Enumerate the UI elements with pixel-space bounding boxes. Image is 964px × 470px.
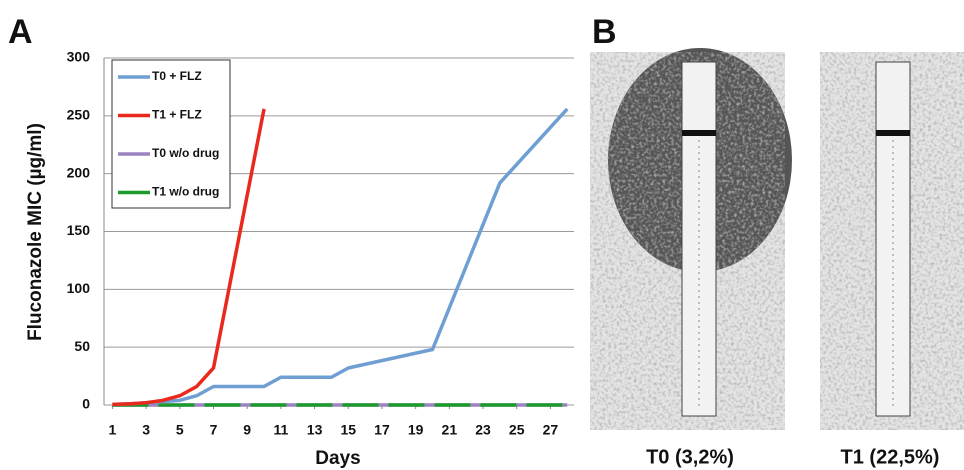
legend-label: T1 w/o drug xyxy=(152,185,219,199)
x-axis-title: Days xyxy=(315,448,360,469)
y-tick-label: 0 xyxy=(82,396,90,412)
x-tick-label: 5 xyxy=(176,422,184,438)
panel-label: B xyxy=(592,13,617,51)
x-tick-label: 9 xyxy=(243,422,251,438)
x-tick-label: 25 xyxy=(509,422,525,438)
legend-label: T0 + FLZ xyxy=(152,69,202,83)
photo xyxy=(590,48,792,430)
x-tick-label: 17 xyxy=(374,422,390,438)
y-tick-label: 300 xyxy=(67,49,91,65)
x-tick-label: 21 xyxy=(442,422,458,438)
legend-box xyxy=(111,59,231,209)
x-tick-label: 19 xyxy=(408,422,424,438)
y-tick-label: 50 xyxy=(74,338,90,354)
x-tick-label: 13 xyxy=(307,422,323,438)
photo xyxy=(820,52,964,430)
legend-label: T1 + FLZ xyxy=(152,108,202,122)
y-tick-label: 150 xyxy=(67,222,91,238)
panel-label: A xyxy=(8,13,33,51)
x-tick-label: 15 xyxy=(340,422,356,438)
x-tick-label: 7 xyxy=(210,422,218,438)
caption: T0 (3,2%) xyxy=(646,446,734,468)
y-tick-label: 250 xyxy=(67,107,91,123)
series-line xyxy=(112,108,266,407)
legend-label: T0 w/o drug xyxy=(152,146,219,160)
caption: T1 (22,5%) xyxy=(841,446,940,468)
y-tick-label: 100 xyxy=(67,280,91,296)
x-tick-label: 23 xyxy=(475,422,491,438)
x-tick-label: 27 xyxy=(543,422,559,438)
y-tick-label: 200 xyxy=(67,164,91,180)
x-tick-label: 11 xyxy=(273,422,288,438)
x-tick-label: 3 xyxy=(142,422,150,438)
x-tick-label: 1 xyxy=(109,422,117,438)
y-axis-title: Fluconazole MIC (µg/ml) xyxy=(25,123,46,341)
